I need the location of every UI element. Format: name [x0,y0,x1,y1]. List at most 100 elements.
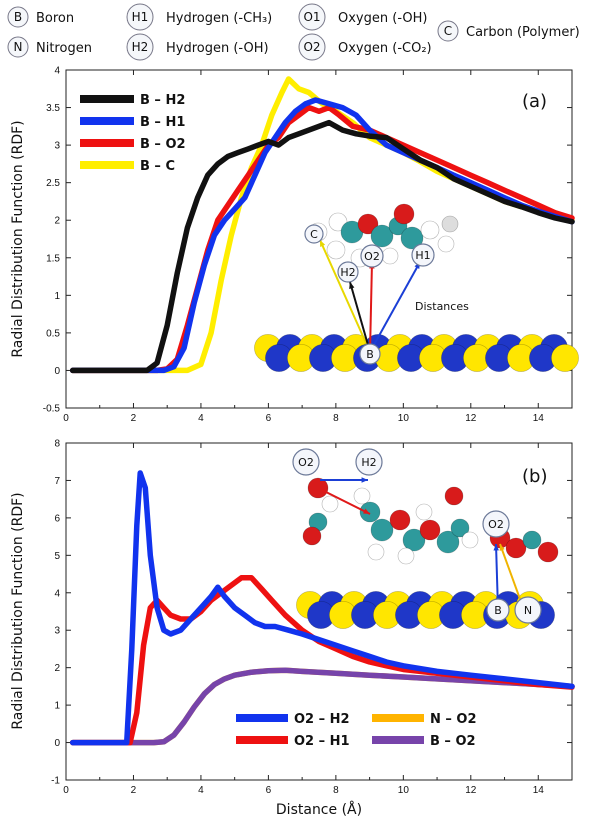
legend-label-a: B – H1 [140,115,185,130]
plot-frame-b [65,442,573,781]
distance-arrow-b-o2-head [493,544,499,551]
x-tick-label: 6 [266,413,272,424]
inset-label-c-circle [304,224,324,244]
distance-arrow-h2-head [349,282,355,289]
legend-label-a: B – H2 [140,93,185,108]
atom-key-circle-o2 [298,33,326,61]
molecule-atom-b [359,501,381,523]
atom-key-circle-b [7,6,29,28]
distance-arrow-c-head [320,240,326,247]
molecule-atom [370,224,394,248]
inset-label-o2-top: O2 [298,456,314,469]
series-lines-a [69,76,575,374]
inset-label-h1: H1 [415,249,430,262]
y-axis-label: Radial Distribution Function (RDF) [10,120,26,357]
y-tick-label: 5 [54,551,60,562]
x-tick-label: 14 [533,413,545,424]
series-lines-b [69,470,575,746]
molecule-atom-b [402,528,426,552]
molecule-atom-b [522,530,542,550]
atom-key-circle-h2 [126,33,154,61]
y-tick-label: 1.5 [46,253,60,264]
molecule-atom [357,213,379,235]
atom-key-symbol: N [14,40,23,54]
x-tick-label: 8 [333,413,339,424]
molecule-atom-b [419,519,441,541]
molecule-atom-b [302,526,322,546]
inset-label-h1-circle [411,243,435,267]
panel-label-b: (b) [522,466,547,487]
x-tick-label: 2 [131,413,137,424]
legend-label-b: O2 – H1 [294,734,350,749]
atom-key-symbol: H2 [132,40,149,54]
atom-key-symbol: O1 [303,10,320,24]
series-line-b-1 [69,667,575,746]
legend-label-b: N – O2 [430,712,477,727]
distance-arrow-h1 [369,261,421,353]
x-tick-label: 8 [333,785,339,796]
inset-label-b-b: B [494,604,502,617]
panel-label-a: (a) [522,91,547,112]
atom-key-label: Nitrogen [36,41,92,56]
distance-arrow-o2 [369,261,373,353]
series-line-a-2 [69,97,575,374]
molecule-atom-b [415,503,433,521]
y-tick-label: 7 [54,476,60,487]
distance-arrow-h2 [349,281,371,353]
distance-arrow-c [319,239,371,353]
atom-key-symbol: C [444,24,452,38]
molecule-inset-b: O2 H2 O2 B N [292,448,559,629]
molecule-atom-b [321,495,339,513]
inset-label-b-b-circle [486,598,510,622]
inset-label-h2-top: H2 [361,456,376,469]
inset-label-h2: H2 [340,266,355,279]
legend-b: O2 – H2 O2 – H1 N – O2 B – O2 [236,712,477,749]
panel-a: 0 2 4 6 8 10 12 14-0.500.511.522.533.54 CO2 H1H2… [43,66,579,424]
atom-key-symbol: H1 [132,10,149,24]
inset-label-o2-circle [360,244,384,268]
distance-arrow-o2-h2-head [361,477,368,483]
y-tick-label: 4 [54,66,60,77]
distance-arrow-o2-h1-head [363,508,370,514]
x-tick-label: 12 [465,785,477,796]
inset-label-n-circle [514,596,542,624]
y-tick-label: 3 [54,141,60,152]
molecule-atom-b [307,477,329,499]
y-tick-label: 2 [54,216,60,227]
legend-label-a: B – O2 [140,137,186,152]
distance-arrow-n-o2 [499,543,525,611]
molecule-atom [400,226,424,250]
molecule-atom [326,240,346,260]
inset-label-h2-circle [337,261,359,283]
series-line-b-3 [69,470,575,746]
molecule-atom-b [450,518,470,538]
molecule-atom-b [461,531,479,549]
x-tick-label: 10 [398,785,410,796]
y-tick-label: 1 [54,701,60,712]
molecule-atom-b [537,541,559,563]
surface-atom [551,344,579,372]
molecule-atom-b [505,537,527,559]
atom-key-circle-n [7,36,29,58]
y-tick-label: -0.5 [43,404,61,415]
y-tick-label: 1 [54,291,60,302]
x-tick-label: 14 [533,785,545,796]
inset-label-o2-top-circle [292,448,320,476]
molecule-atom-b [353,487,371,505]
molecule-atom [441,215,459,233]
legend-label-b: B – O2 [430,734,476,749]
inset-label-o2-right-circle [482,510,510,538]
x-tick-label: 2 [131,785,137,796]
axis-ticks-a: 0 2 4 6 8 10 12 14-0.500.511.522.533.54 [43,66,572,424]
inset-label-h2-top-circle [355,448,383,476]
atom-key: B Boron H1 Hydrogen (-CH₃) O1 Oxygen (-OH) C Ca… [7,3,580,61]
molecule-atom-b [370,518,394,542]
atom-key-circle-c [437,20,459,42]
y-axis-label-b: Radial Distribution Function (RDF) [10,492,26,729]
x-tick-label: 6 [266,785,272,796]
inset-label-n: N [524,604,532,617]
y-tick-label: 6 [54,513,60,524]
atom-key-label: Boron [36,11,74,26]
